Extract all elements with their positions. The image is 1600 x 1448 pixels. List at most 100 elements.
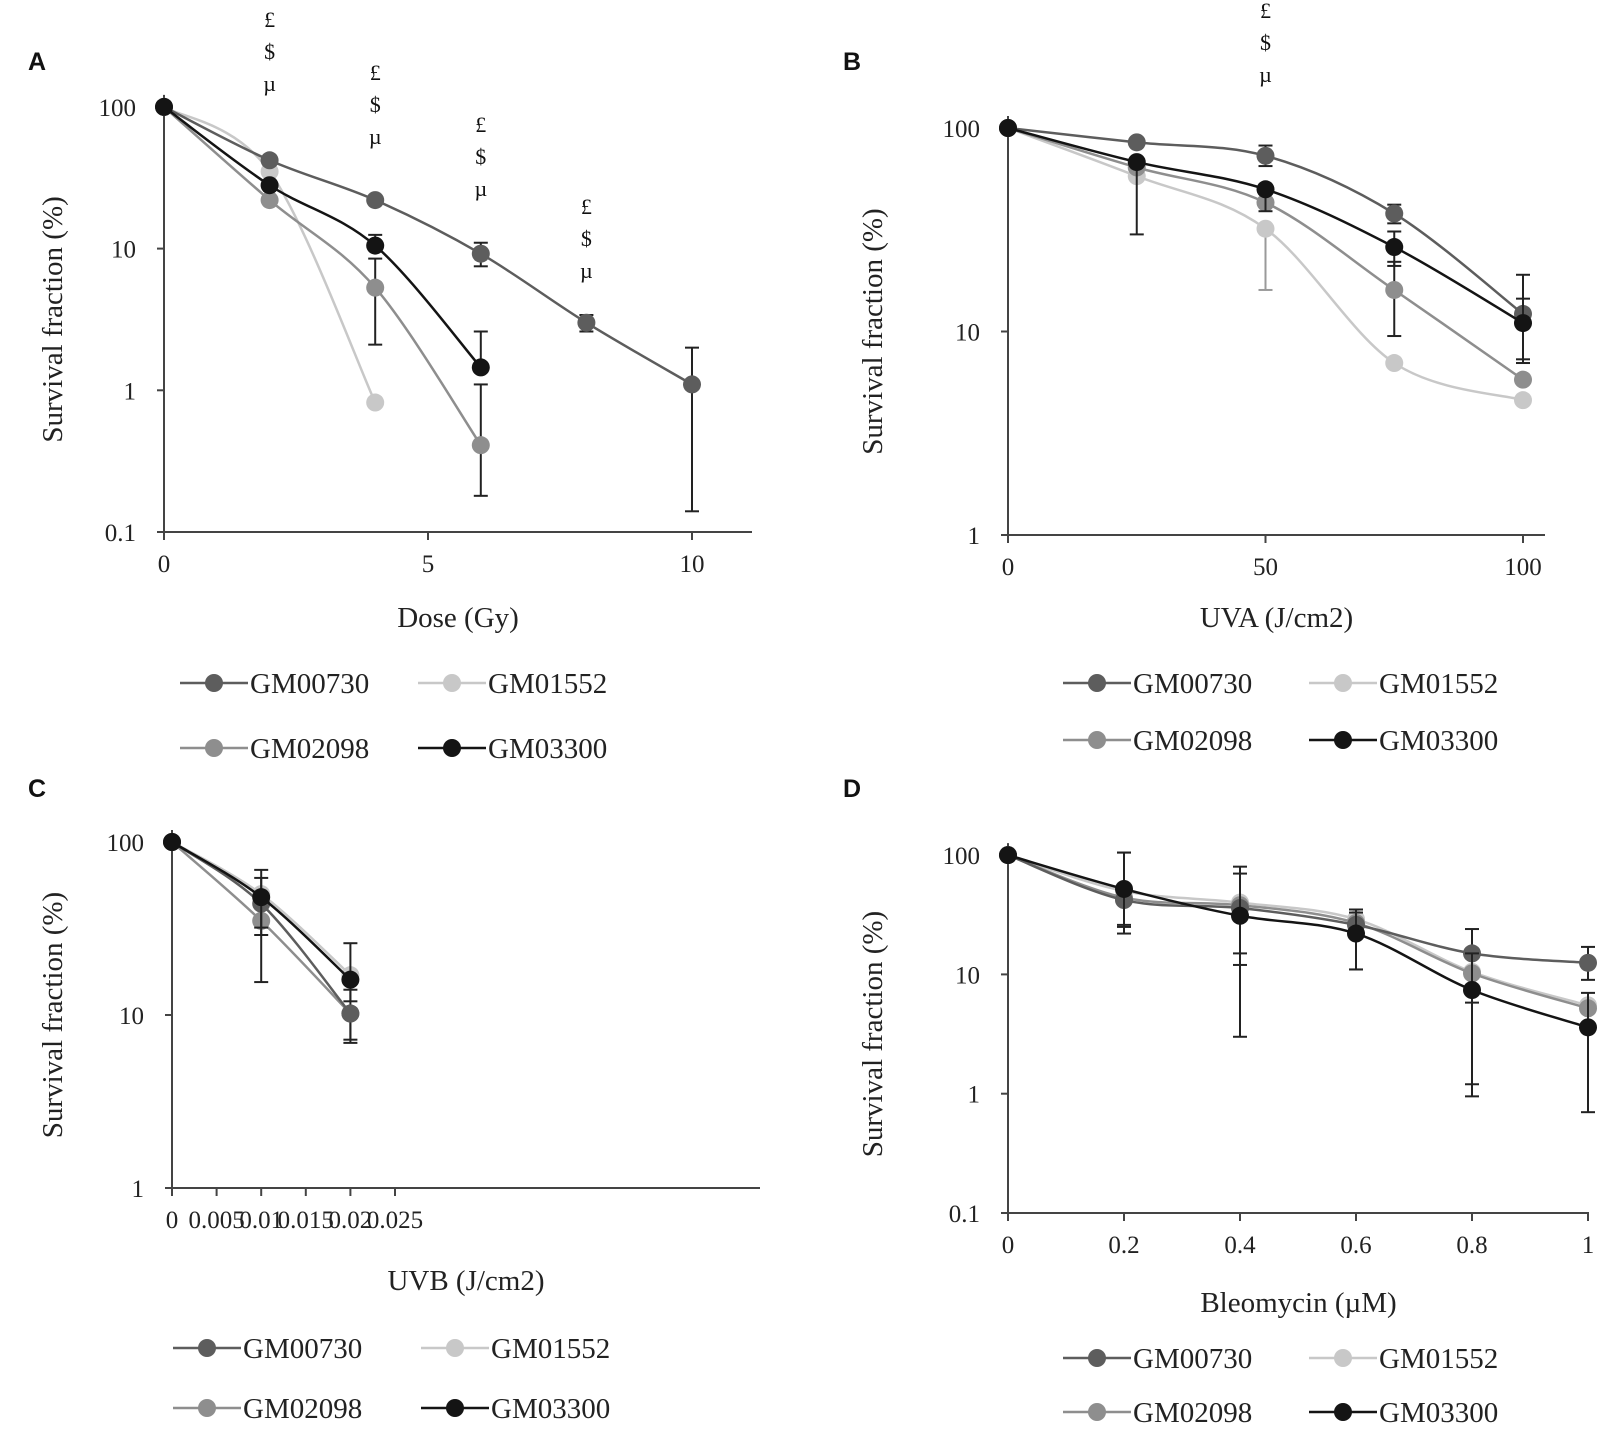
x-tick-label: 100: [1504, 554, 1542, 581]
legend-item-GM00730: GM00730: [1063, 668, 1252, 700]
legend-marker: [1334, 1403, 1352, 1421]
significance-mark: £: [475, 112, 486, 137]
x-axis-title: UVA (J/cm2): [1200, 602, 1353, 634]
legend-label: GM01552: [1379, 1343, 1498, 1375]
significance-mark: µ: [1259, 62, 1272, 87]
data-point-GM03300: [1115, 879, 1133, 898]
y-tick-label: 10: [955, 320, 980, 347]
data-point-GM03300: [366, 236, 385, 255]
series-line-GM02098: [163, 105, 482, 446]
significance-mark: µ: [580, 258, 593, 283]
data-point-GM00730: [341, 1004, 360, 1023]
legend-marker: [446, 1339, 464, 1357]
legend-marker: [1088, 731, 1106, 749]
legend-item-GM00730: GM00730: [173, 1333, 362, 1365]
legend-label: GM03300: [491, 1393, 610, 1425]
data-point-GM03300: [163, 833, 181, 851]
data-point-GM01552: [366, 393, 385, 412]
x-tick-label: 0: [158, 551, 171, 578]
legend-marker: [198, 1339, 216, 1357]
x-tick-label: 0.4: [1224, 1232, 1256, 1259]
legend-label: GM00730: [1133, 1343, 1252, 1375]
data-point-GM03300: [1514, 314, 1532, 333]
y-tick-label: 1: [132, 1176, 145, 1203]
data-point-GM03300: [1579, 1018, 1597, 1037]
data-point-GM03300: [1347, 924, 1365, 943]
data-point-GM02098: [366, 278, 385, 297]
legend-item-GM02098: GM02098: [173, 1393, 362, 1425]
chart-panel-A: A 0.1 1 10 100 0 5 10 Dose (Gy) Survival fraction…: [28, 7, 752, 765]
x-tick-label: 0: [1002, 554, 1015, 581]
x-tick-label: 0.02: [329, 1207, 373, 1234]
y-tick-label: 10: [955, 962, 980, 989]
legend-label: GM00730: [1133, 668, 1252, 700]
data-point-GM03300: [260, 176, 279, 195]
legend-item-GM00730: GM00730: [180, 668, 369, 700]
legend-item-GM02098: GM02098: [180, 733, 369, 765]
data-point-GM00730: [471, 244, 490, 263]
y-tick-label: 100: [107, 830, 145, 857]
data-point-GM03300: [999, 119, 1017, 137]
legend-label: GM01552: [488, 668, 607, 700]
legend-marker: [443, 674, 461, 692]
y-tick-label: 0.1: [105, 520, 136, 547]
legend-item-GM03300: GM03300: [418, 733, 607, 765]
significance-mark: £: [1260, 0, 1271, 23]
data-point-GM03300: [1231, 906, 1249, 925]
data-point-GM00730: [1579, 953, 1597, 972]
data-point-GM00730: [366, 191, 385, 210]
significance-mark: £: [264, 7, 275, 32]
data-point-GM00730: [577, 313, 596, 332]
data-point-GM00730: [683, 375, 701, 394]
legend-marker: [198, 1399, 216, 1417]
data-point-GM03300: [1385, 238, 1404, 257]
legend-item-GM01552: GM01552: [421, 1333, 610, 1365]
y-tick-label: 1: [968, 523, 981, 550]
legend-label: GM00730: [243, 1333, 362, 1365]
legend-label: GM02098: [243, 1393, 362, 1425]
legend-marker: [443, 739, 461, 757]
y-axis-title: Survival fraction (%): [857, 911, 889, 1157]
y-tick-label: 100: [99, 95, 137, 122]
legend-item-GM01552: GM01552: [418, 668, 607, 700]
legend-marker: [446, 1399, 464, 1417]
significance-mark: $: [264, 39, 275, 64]
significance-mark: µ: [474, 176, 487, 201]
data-point-GM02098: [471, 436, 490, 455]
data-point-GM03300: [252, 888, 271, 907]
legend-label: GM01552: [1379, 668, 1498, 700]
legend-label: GM02098: [250, 733, 369, 765]
legend-item-GM00730: GM00730: [1063, 1343, 1252, 1375]
data-point-GM01552: [1514, 391, 1532, 410]
data-point-GM01552: [1256, 219, 1275, 238]
y-axis-title: Survival fraction (%): [37, 892, 69, 1138]
series-line-GM01552: [163, 105, 377, 404]
data-point-GM01552: [1385, 354, 1404, 373]
x-tick-label: 0.6: [1340, 1232, 1371, 1259]
legend-marker: [1088, 1349, 1106, 1367]
legend-marker: [1088, 1403, 1106, 1421]
data-point-GM03300: [1463, 981, 1481, 1000]
x-tick-label: 5: [422, 551, 435, 578]
chart-panel-B: B 1 10 100 0 50 100 UVA (J/cm2) Survival fractio…: [843, 0, 1545, 757]
legend-item-GM03300: GM03300: [421, 1393, 610, 1425]
x-tick-label: 1: [1582, 1232, 1595, 1259]
x-axis-title: Bleomycin (µM): [1200, 1287, 1396, 1319]
series-line-GM00730: [1007, 853, 1589, 965]
panel-label: D: [843, 775, 861, 803]
legend-label: GM03300: [1379, 725, 1498, 757]
significance-mark: $: [370, 92, 381, 117]
legend-marker: [1334, 731, 1352, 749]
data-point-GM03300: [471, 358, 490, 377]
legend-label: GM03300: [488, 733, 607, 765]
panel-label: C: [28, 775, 46, 803]
data-point-GM03300: [999, 846, 1017, 865]
data-point-GM00730: [1127, 133, 1146, 152]
y-tick-label: 100: [943, 843, 981, 870]
significance-mark: $: [475, 144, 486, 169]
series-line-GM03300: [163, 105, 482, 369]
legend-label: GM02098: [1133, 725, 1252, 757]
data-point-GM02098: [260, 191, 279, 210]
data-point-GM03300: [1127, 153, 1146, 172]
x-tick-label: 0: [166, 1207, 179, 1234]
